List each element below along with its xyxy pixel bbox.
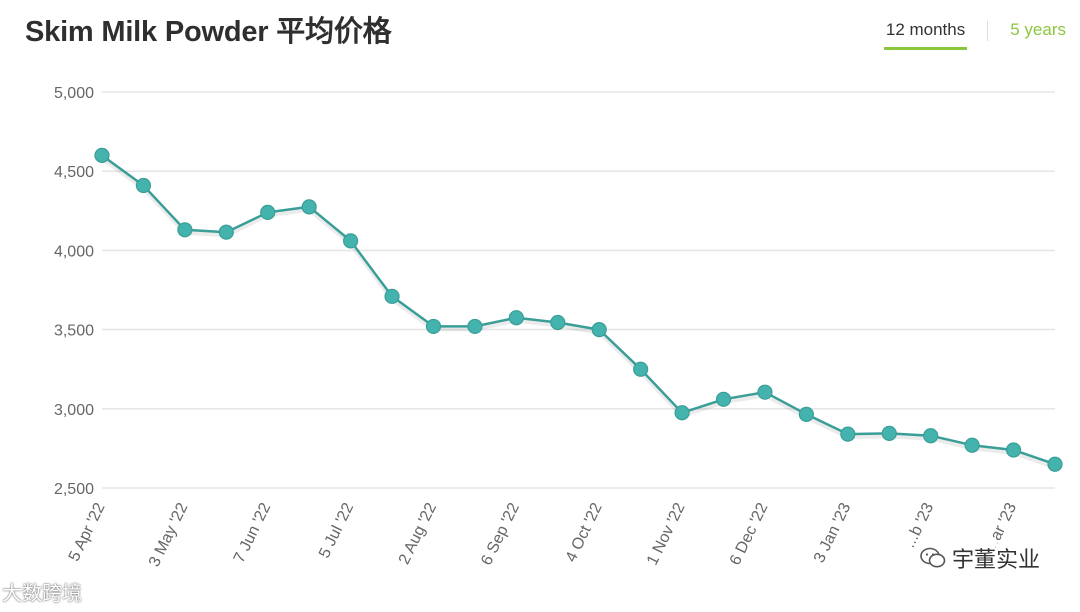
wechat-icon (920, 547, 946, 568)
data-point[interactable] (964, 437, 980, 453)
data-point[interactable] (260, 204, 276, 220)
tab-12-months[interactable]: 12 months (883, 20, 968, 50)
watermark-right: 宇董实业 (915, 540, 1044, 576)
x-tick-label: 3 Jan '23 (811, 500, 855, 565)
x-tick-label: 5 Jul '22 (316, 500, 357, 561)
grid-lines (102, 91, 1055, 489)
data-point[interactable] (715, 391, 732, 407)
data-point[interactable] (94, 147, 110, 163)
data-point[interactable] (218, 224, 234, 240)
data-point[interactable] (384, 288, 400, 304)
x-tick-label: 7 Jun '22 (231, 500, 275, 565)
tab-5-years[interactable]: 5 years (1010, 20, 1066, 39)
price-series-points (94, 147, 1063, 472)
data-point[interactable] (135, 177, 152, 194)
chart-title: Skim Milk Powder 平均价格 (25, 16, 392, 48)
data-point[interactable] (591, 322, 607, 338)
data-point[interactable] (840, 426, 856, 442)
data-point[interactable] (923, 428, 939, 444)
price-series-line (100, 154, 1056, 470)
data-point[interactable] (550, 314, 566, 331)
data-point[interactable] (508, 310, 524, 326)
y-tick-label: 2,500 (54, 481, 94, 498)
x-axis-tick-labels: 5 Apr '22 3 May '22 7 Jun '22 5 Jul '22 2 Au… (66, 500, 1020, 569)
y-axis-tick-labels: 2,500 3,000 3,500 4,000 4,500 5,000 (54, 85, 94, 498)
y-tick-label: 3,000 (54, 402, 94, 419)
series-line (101, 154, 1056, 466)
x-tick-label: 6 Dec '22 (727, 500, 772, 568)
data-point[interactable] (881, 425, 897, 441)
y-tick-label: 4,500 (54, 164, 94, 181)
data-point[interactable] (467, 318, 483, 335)
data-point[interactable] (1047, 456, 1063, 472)
x-tick-label: 1 Nov '22 (644, 500, 689, 568)
y-tick-label: 4,000 (54, 243, 94, 260)
data-point[interactable] (674, 405, 690, 421)
x-tick-label: 5 Apr '22 (66, 500, 109, 564)
watermark-right-text: 宇董实业 (951, 547, 1040, 572)
tab-separator (987, 21, 989, 41)
data-point[interactable] (425, 318, 442, 335)
data-point[interactable] (343, 233, 359, 249)
data-point[interactable] (757, 384, 773, 400)
series-line-shadow (100, 156, 1056, 470)
x-tick-label: 3 May '22 (146, 500, 192, 569)
data-point[interactable] (177, 222, 193, 238)
x-tick-label: 6 Sep '22 (478, 500, 523, 568)
y-tick-label: 3,500 (54, 323, 94, 340)
x-tick-label: 4 Oct '22 (563, 500, 606, 565)
data-point[interactable] (798, 406, 814, 422)
data-point[interactable] (301, 199, 317, 215)
data-point[interactable] (633, 361, 649, 377)
watermark-left: 大数跨境 (2, 583, 82, 605)
x-tick-label: 2 Aug '22 (396, 500, 440, 567)
period-tabs: 12 months 5 years (883, 20, 1068, 50)
data-point[interactable] (1005, 442, 1022, 458)
y-tick-label: 5,000 (54, 85, 94, 102)
